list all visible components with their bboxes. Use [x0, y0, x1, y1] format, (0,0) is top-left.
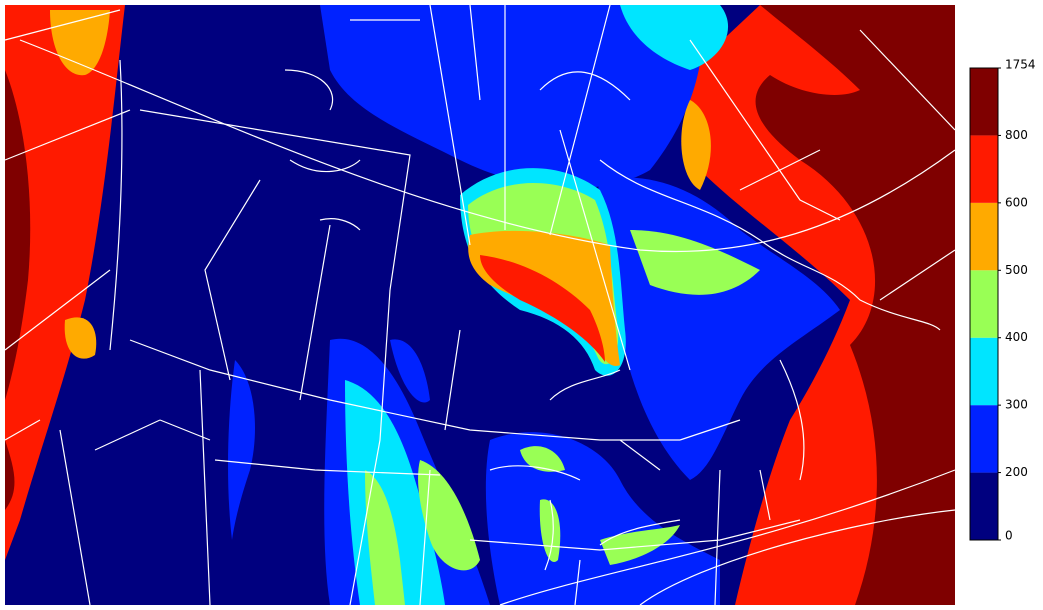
- labrador-orange: [681, 100, 711, 190]
- erie-green: [600, 525, 680, 565]
- legend-swatch: [970, 270, 998, 338]
- rockies-blue: [228, 360, 255, 540]
- legend-label: 1754: [1005, 58, 1036, 72]
- pacific-orange-2: [64, 317, 97, 359]
- atlantic-max: [755, 5, 955, 605]
- legend-label: 300: [1005, 398, 1028, 412]
- legend-swatch: [970, 337, 998, 406]
- legend-label: 600: [1005, 195, 1028, 209]
- legend-label: 800: [1005, 128, 1028, 142]
- great-lakes-blue: [485, 432, 720, 605]
- pacific-high: [5, 5, 125, 560]
- plains-green-2: [418, 460, 480, 571]
- pacific-orange: [50, 10, 110, 76]
- legend-frame: [969, 67, 999, 541]
- legend-swatch: [970, 202, 998, 271]
- legend: 0 200 300 400 500 600 800 1754: [969, 58, 1036, 543]
- legend-label: 200: [1005, 465, 1028, 479]
- map: [4, 4, 956, 606]
- legend-swatch: [970, 135, 998, 203]
- pacific-max-2: [5, 440, 15, 510]
- hudson-red: [480, 255, 605, 362]
- plains-green: [365, 470, 405, 605]
- quebec-green: [630, 230, 760, 295]
- superior-green: [520, 446, 565, 472]
- legend-label: 500: [1005, 263, 1028, 277]
- legend-swatch: [970, 472, 998, 540]
- legend-label: 400: [1005, 330, 1028, 344]
- arctic-blue: [320, 5, 703, 189]
- legend-swatch: [970, 405, 998, 473]
- lakes-blue: [390, 339, 430, 403]
- legend-swatch: [970, 68, 998, 136]
- arctic-cyan: [620, 5, 729, 70]
- legend-label: 0: [1005, 529, 1013, 543]
